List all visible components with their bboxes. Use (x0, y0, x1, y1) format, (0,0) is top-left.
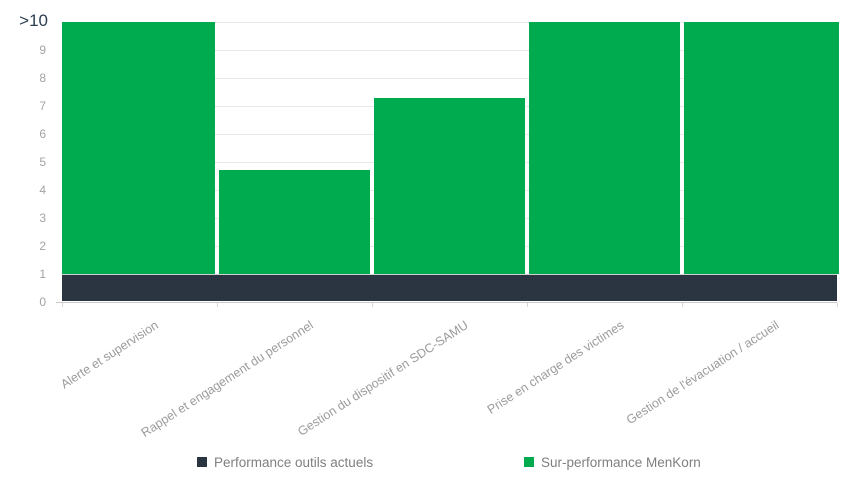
x-axis-tick-2 (372, 303, 373, 307)
y-tick-label-5: 5 (39, 155, 46, 169)
bar-surperformance-1 (62, 22, 215, 274)
legend-item-surperformance: Sur-performance MenKorn (524, 452, 701, 472)
bar-surperformance-4 (529, 22, 680, 274)
x-category-label-2: Rappel et engagement du personnel (138, 318, 317, 440)
y-tick-label-8: 8 (39, 71, 46, 85)
gridline-10 (62, 22, 837, 23)
plot-area (56, 22, 839, 307)
legend-label-surperformance: Sur-performance MenKorn (541, 454, 701, 470)
x-axis-tick-5 (837, 303, 838, 307)
gridline-value-1-separator (62, 274, 837, 275)
x-category-label-4: Prise en charge des victimes (484, 318, 627, 417)
legend-label-performance: Performance outils actuels (214, 454, 374, 470)
legend-swatch-performance (197, 457, 207, 467)
y-tick-label-2: 2 (39, 239, 46, 253)
x-category-label-3: Gestion du dispositif en SDC-SAMU (295, 318, 472, 439)
x-axis-tick-0 (62, 303, 63, 307)
y-tick-label-9: 9 (39, 43, 46, 57)
gridline-8 (62, 78, 837, 79)
x-axis-tick-4 (682, 303, 683, 307)
y-tick-label-6: 6 (39, 127, 46, 141)
x-axis-line (56, 302, 837, 303)
x-axis-tick-1 (217, 303, 218, 307)
y-tick-label-1: 1 (39, 267, 46, 281)
legend: Performance outils actuels Sur-performan… (0, 452, 863, 474)
y-tick-label-7: 7 (39, 99, 46, 113)
bar-performance-band (62, 275, 837, 301)
x-category-label-1: Alerte et supervision (58, 318, 162, 392)
legend-swatch-surperformance (524, 457, 534, 467)
gridline-9 (62, 50, 837, 51)
y-tick-label-3: 3 (39, 211, 46, 225)
bar-surperformance-5 (684, 22, 839, 274)
bar-surperformance-3 (374, 97, 525, 274)
bar-surperformance-2 (219, 170, 370, 274)
legend-item-performance: Performance outils actuels (197, 452, 373, 472)
x-axis-tick-3 (527, 303, 528, 307)
y-tick-label-0: 0 (39, 295, 46, 309)
y-tick-label-4: 4 (39, 183, 46, 197)
y-tick-label-max: >10 (19, 11, 48, 30)
x-category-label-5: Gestion de l'évacuation / accueil (623, 318, 782, 428)
